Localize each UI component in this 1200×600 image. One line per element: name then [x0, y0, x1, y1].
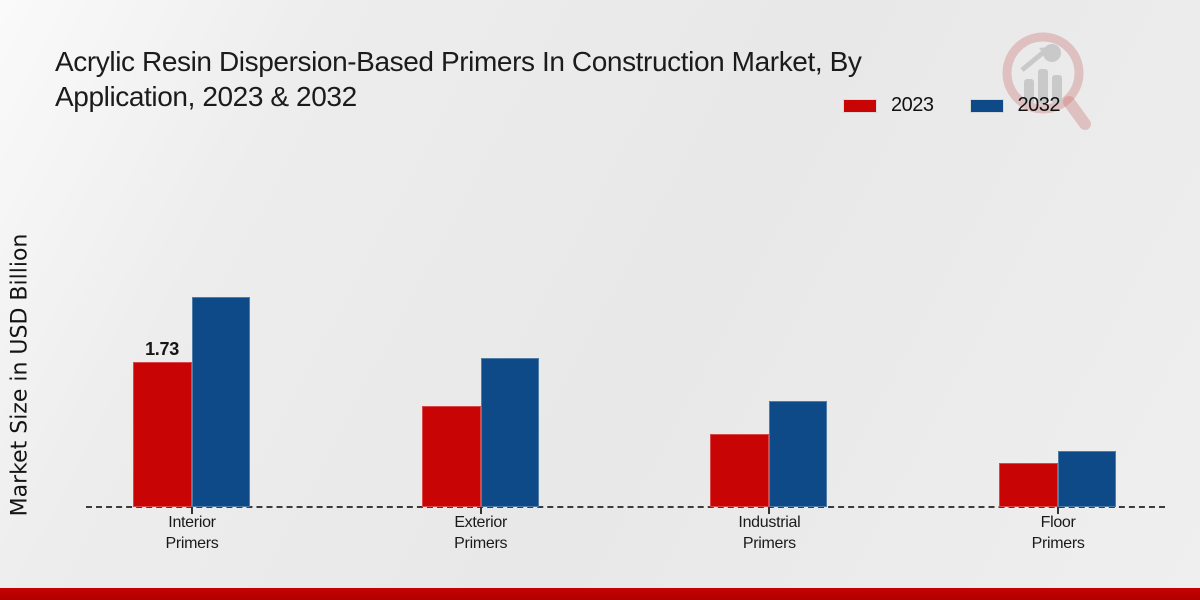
x-axis-tick-exterior-primers	[479, 507, 482, 514]
legend-label-2032: 2032	[1017, 94, 1061, 116]
bar-2032-floor-primers	[1058, 451, 1117, 507]
legend-swatch-2023	[843, 98, 877, 113]
magnifier-bar-chart-logo-icon	[1002, 32, 1091, 130]
x-axis-tick-interior-primers	[191, 507, 193, 514]
legend-swatch-2032	[969, 98, 1004, 113]
bar-2023-exterior-primers	[421, 406, 481, 507]
bar-2032-interior-primers	[192, 297, 250, 507]
data-label-2023-0: 1.73	[145, 339, 179, 359]
chart-title-line-1: Acrylic Resin Dispersion-Based Primers I…	[55, 46, 862, 77]
bar-2032-exterior-primers	[480, 358, 539, 507]
x-axis-tick-industrial-primers	[768, 507, 771, 514]
x-axis-baseline	[86, 506, 1165, 508]
category-label-interior-primers: Interior Primers	[165, 514, 219, 552]
x-axis-tick-floor-primers	[1057, 507, 1060, 514]
legend-item-2023: 2023	[843, 94, 934, 117]
bar-2023-floor-primers	[999, 463, 1059, 507]
footer-accent-bar	[0, 588, 1200, 600]
legend-label-2023: 2023	[891, 94, 934, 116]
bar-2023-industrial-primers	[710, 434, 770, 507]
bar-2023-interior-primers	[133, 362, 192, 507]
legend-item-2032: 2032	[969, 94, 1061, 117]
chart-title: Acrylic Resin Dispersion-Based Primers I…	[55, 44, 862, 114]
category-label-floor-primers: Floor Primers	[1031, 514, 1085, 552]
category-label-exterior-primers: Exterior Primers	[454, 514, 508, 552]
category-label-industrial-primers: Industrial Primers	[738, 514, 801, 552]
bar-2032-industrial-primers	[769, 401, 828, 507]
legend: 2023 2032	[843, 94, 1060, 117]
chart-title-line-2: Application, 2023 & 2032	[55, 81, 357, 112]
